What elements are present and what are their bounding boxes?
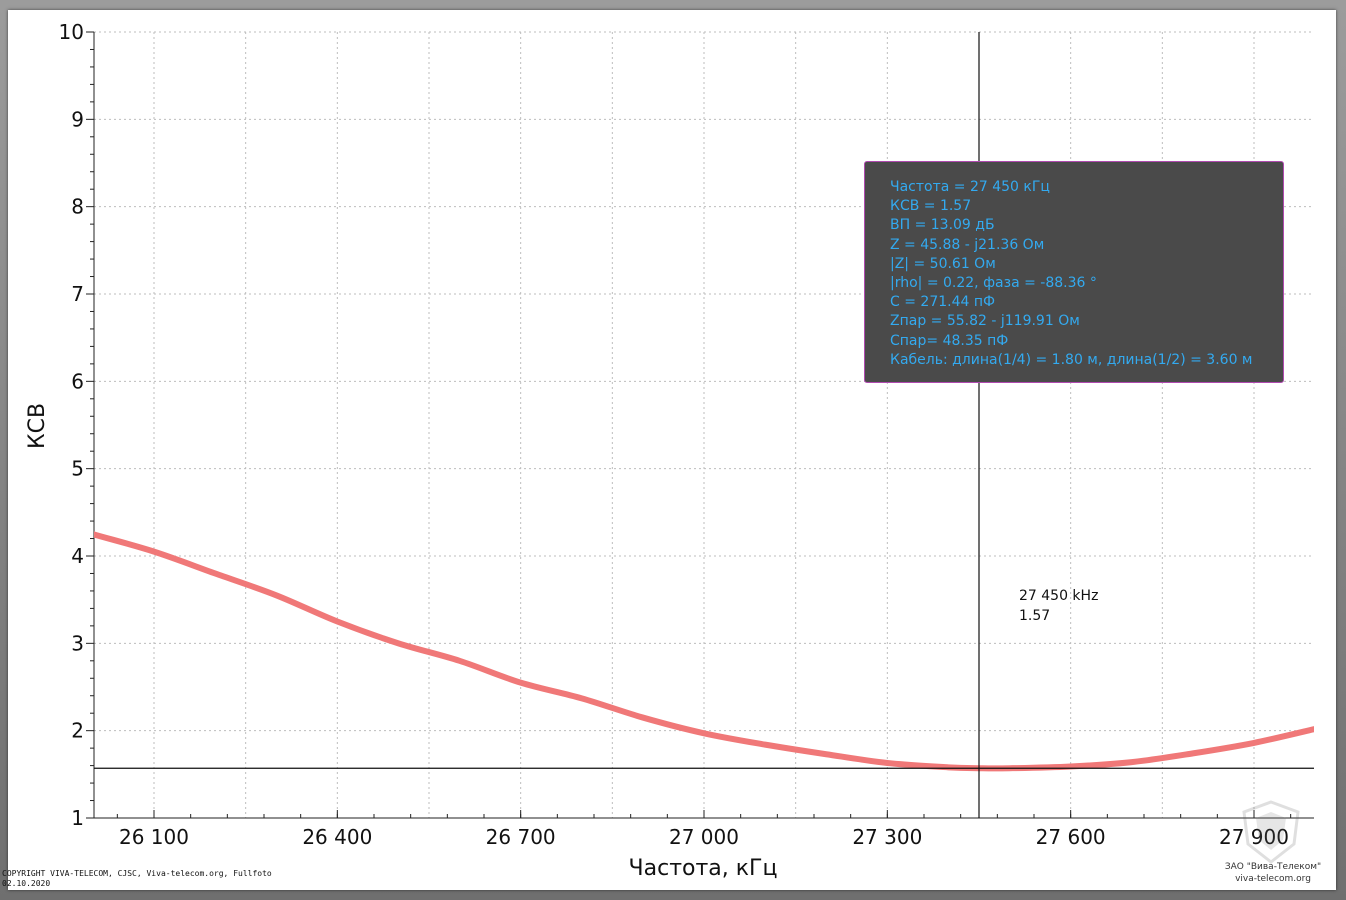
y-tick-label: 1 xyxy=(71,806,84,830)
series xyxy=(94,531,1314,772)
x-tick-label: 26 100 xyxy=(119,825,189,849)
y-tick-label: 7 xyxy=(71,282,84,306)
y-tick-label: 10 xyxy=(59,20,84,44)
marker xyxy=(94,32,1314,818)
x-tick-label: 27 900 xyxy=(1219,825,1289,849)
info-line: ВП = 13.09 дБ xyxy=(890,217,995,234)
y-tick-label: 8 xyxy=(71,195,84,219)
y-tick-label: 3 xyxy=(71,631,84,655)
y-tick-label: 5 xyxy=(71,457,84,481)
shield-logo-icon xyxy=(1236,798,1306,872)
company-name: ЗАО "Вива-Телеком" xyxy=(1224,862,1322,872)
x-tick-label: 27 300 xyxy=(852,825,922,849)
marker-value-label: 1.57 xyxy=(1019,608,1051,624)
vswr-series-line xyxy=(94,531,1314,772)
info-line: Кабель: длина(1/4) = 1.80 м, длина(1/2) … xyxy=(890,351,1253,368)
info-line: Zпар = 55.82 - j119.91 Ом xyxy=(890,313,1080,330)
y-tick-label: 6 xyxy=(71,369,84,393)
info-line: C = 271.44 пФ xyxy=(890,294,996,311)
company-website: viva-telecom.org xyxy=(1235,874,1311,884)
info-line: Z = 45.88 - j21.36 Ом xyxy=(890,236,1045,253)
ticks: 1 2 3 4 5 6 7 8 9 10 26 100 26 400 26 700 27 000 27 30… xyxy=(59,20,1292,849)
info-line: Cпар= 48.35 пФ xyxy=(890,332,1009,349)
info-line: КСВ = 1.57 xyxy=(890,198,972,215)
y-tick-label: 9 xyxy=(71,107,84,131)
chart-panel: 1 2 3 4 5 6 7 8 9 10 26 100 26 400 26 700 27 000 27 30… xyxy=(8,10,1336,890)
axes xyxy=(93,32,1314,819)
x-tick-label: 27 000 xyxy=(669,825,739,849)
x-tick-label: 26 700 xyxy=(486,825,556,849)
info-line: |rho| = 0.22, фаза = -88.36 ° xyxy=(890,275,1097,292)
marker-frequency-label: 27 450 kHz xyxy=(1019,588,1099,604)
grid xyxy=(94,31,1314,818)
copyright-date: 02.10.2020 xyxy=(2,879,51,888)
x-tick-label: 27 600 xyxy=(1036,825,1106,849)
copyright-text: COPYRIGHT VIVA-TELECOM, CJSC, Viva-telec… xyxy=(2,869,272,878)
x-tick-label: 26 400 xyxy=(302,825,372,849)
y-tick-label: 2 xyxy=(71,719,84,743)
measurement-info-box: Частота = 27 450 кГц КСВ = 1.57 ВП = 13.09… xyxy=(864,161,1284,383)
y-tick-label: 4 xyxy=(71,544,84,568)
info-line: Частота = 27 450 кГц xyxy=(890,179,1050,195)
info-line: |Z| = 50.61 Ом xyxy=(890,255,996,272)
y-axis-title: КСВ xyxy=(25,403,50,449)
vswr-chart: 1 2 3 4 5 6 7 8 9 10 26 100 26 400 26 700 27 000 27 30… xyxy=(25,20,1314,881)
company-credit: ЗАО "Вива-Телеком" viva-telecom.org xyxy=(1213,861,1333,885)
x-axis-title: Частота, кГц xyxy=(629,856,778,881)
